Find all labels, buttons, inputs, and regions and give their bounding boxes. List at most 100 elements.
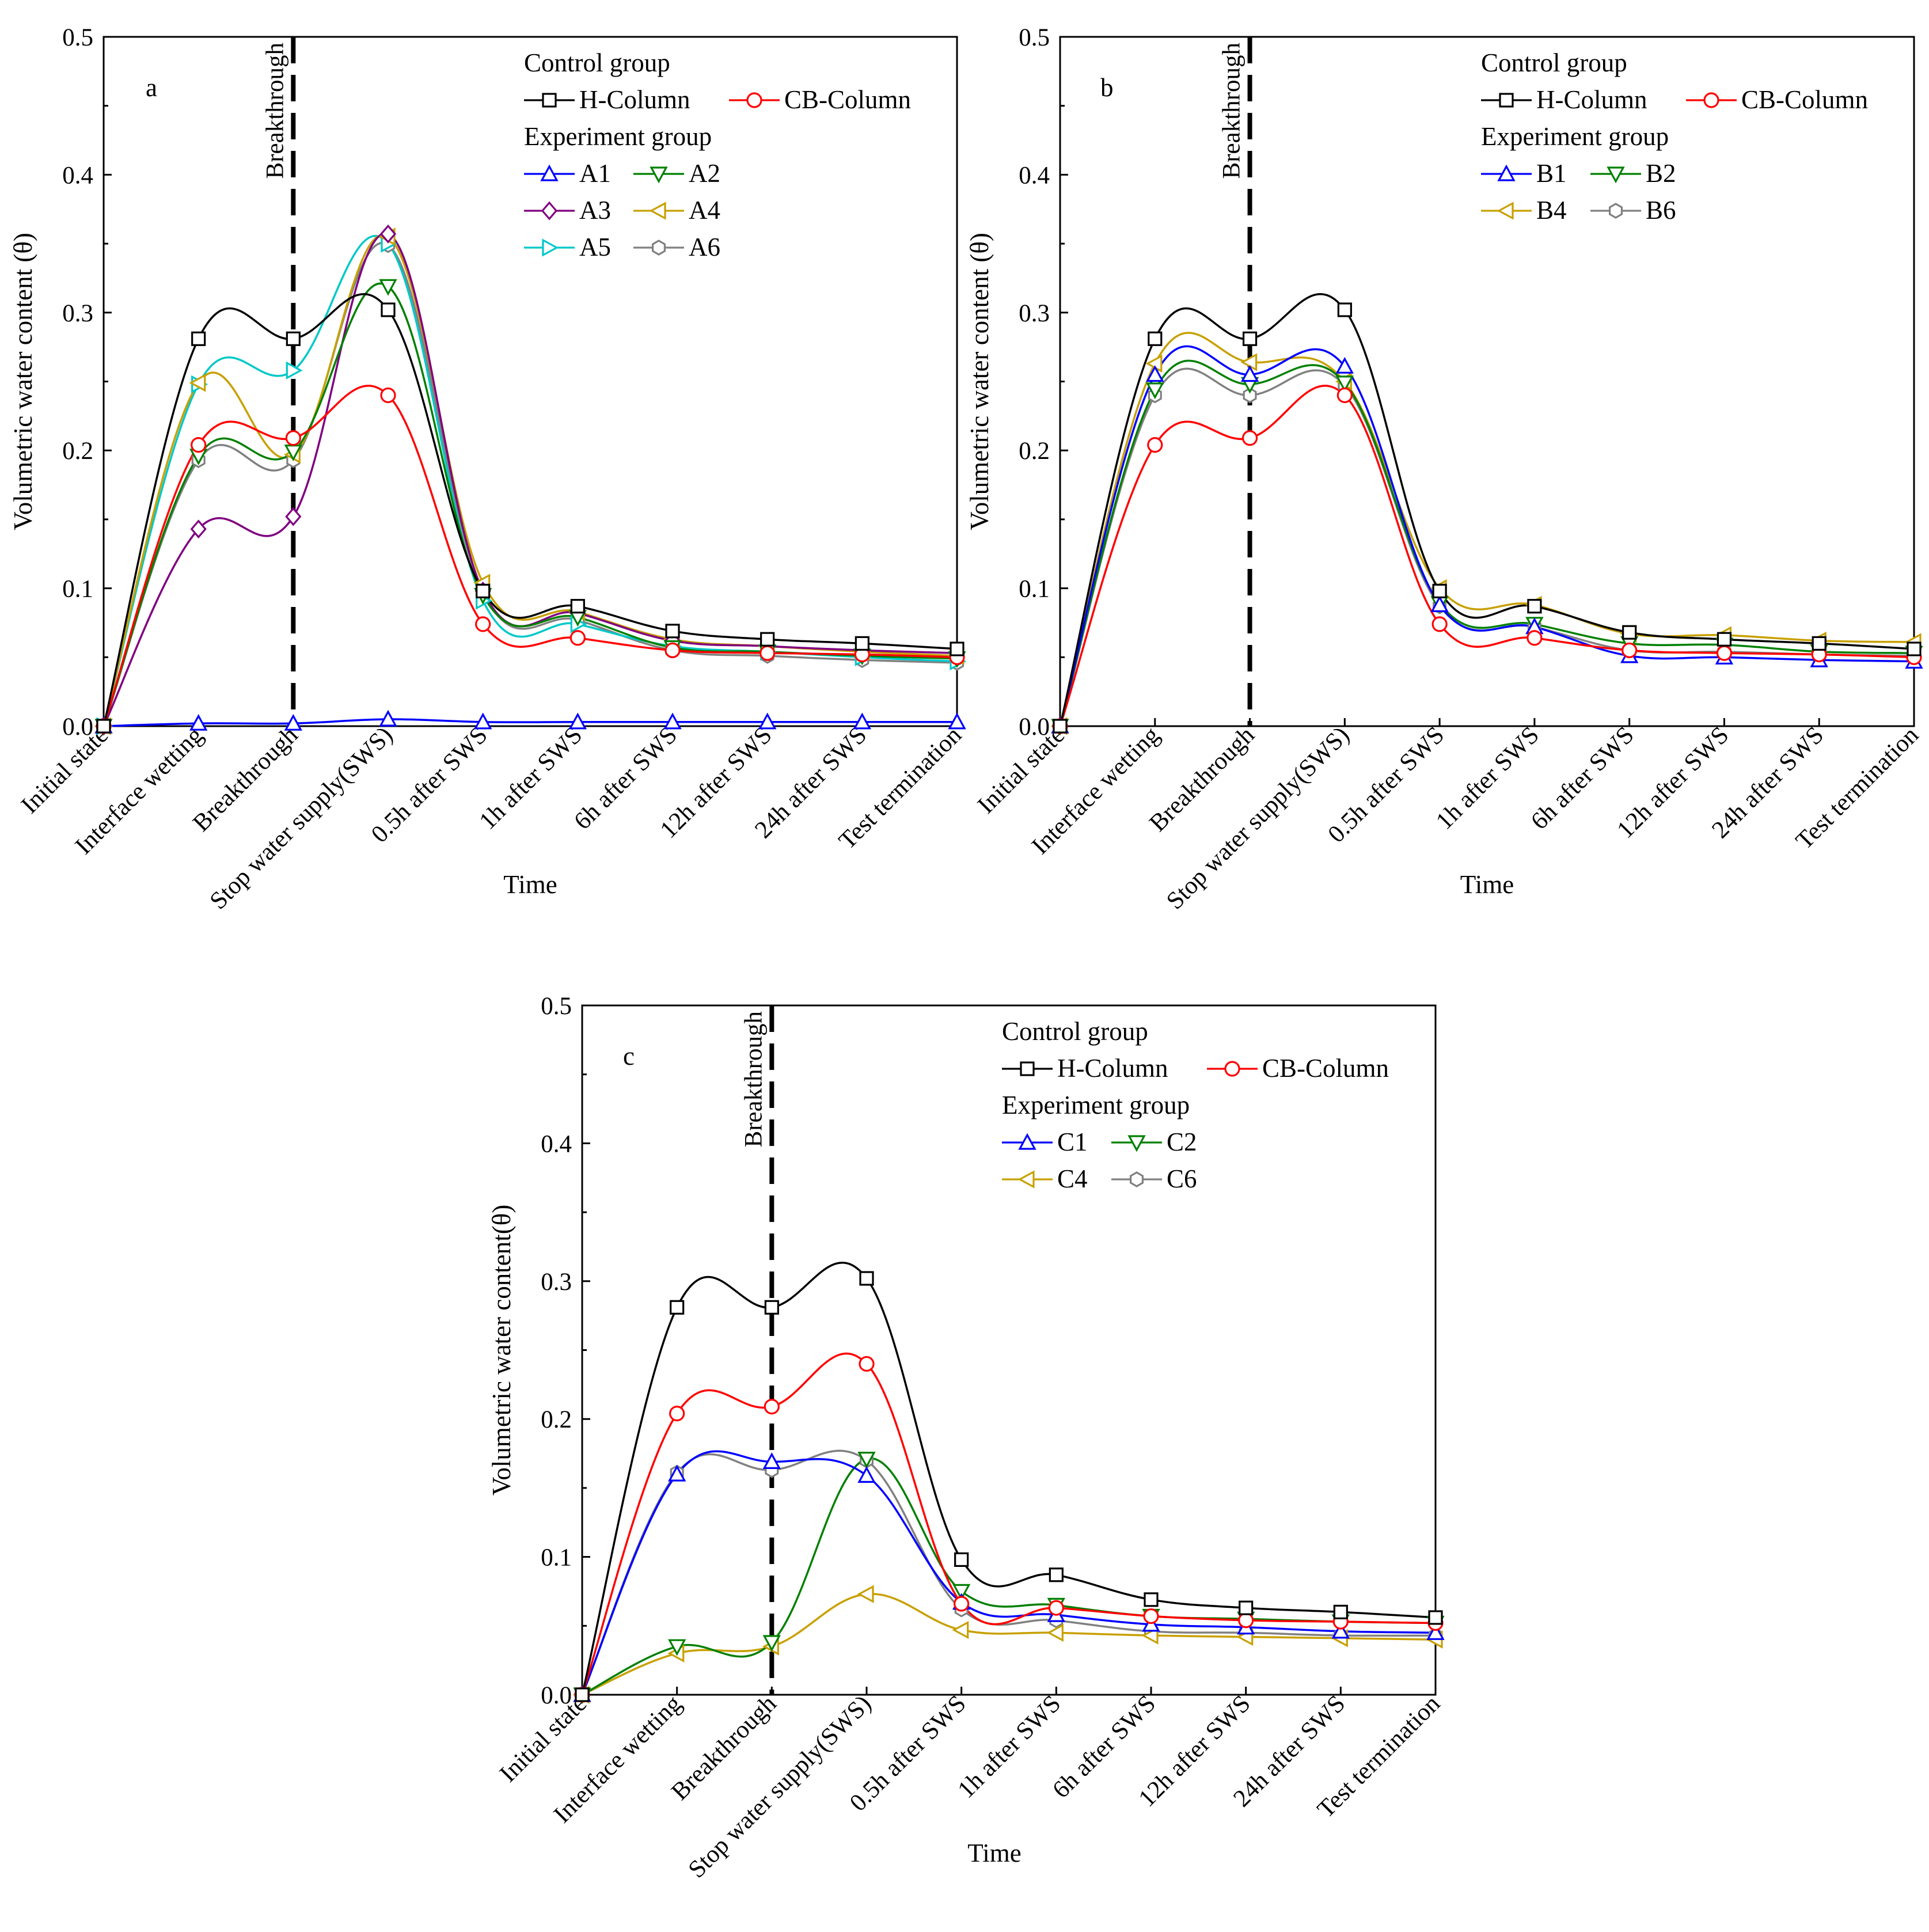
legend-marker (649, 202, 666, 220)
data-point-H-Column (1239, 1600, 1254, 1615)
data-point-H-Column (665, 624, 680, 639)
series-line-A2 (102, 282, 958, 727)
data-point-CB-Column (1048, 1600, 1064, 1616)
data-point-B1 (1146, 365, 1164, 382)
data-point-B2 (1335, 375, 1354, 393)
legend-label: H-Column (1057, 1054, 1168, 1083)
data-point-CB-Column (954, 1596, 970, 1612)
data-point-C1 (762, 1452, 781, 1469)
legend-label: C6 (1167, 1164, 1197, 1193)
legend-label: C1 (1057, 1128, 1088, 1156)
data-point-C1 (1331, 1622, 1350, 1639)
legend-label: CB-Column (1262, 1054, 1389, 1083)
series-line-CB-Column (1059, 385, 1915, 727)
data-point-A1 (189, 713, 208, 731)
legend-label: H-Column (579, 85, 690, 114)
data-point-H-Column (1148, 331, 1163, 346)
data-point-H-Column (760, 632, 775, 647)
data-point-C1 (1426, 1623, 1445, 1640)
legend-marker (1129, 1171, 1144, 1187)
legend-title-experiment: Experiment group (524, 122, 712, 151)
series-line-A3 (102, 232, 958, 727)
legend-marker (746, 92, 762, 108)
data-point-C2 (952, 1584, 971, 1601)
x-tick-label: Stop water supply(SWS) (204, 722, 398, 915)
legend-marker (1127, 1135, 1146, 1152)
data-point-B2 (1146, 382, 1164, 400)
data-point-H-Column (1333, 1604, 1348, 1619)
legend-marker (1499, 93, 1514, 108)
y-tick-label: 0.2 (1019, 438, 1050, 465)
data-point-CB-Column (1622, 642, 1638, 658)
data-point-H-Column (1144, 1592, 1159, 1607)
data-point-H-Column (570, 599, 585, 614)
data-point-B1 (1430, 595, 1449, 612)
data-point-A1 (284, 713, 302, 731)
data-point-C4 (1141, 1626, 1159, 1645)
data-point-H-Column (859, 1271, 874, 1286)
legend-marker (1497, 202, 1514, 220)
series-line-CB-Column (581, 1353, 1436, 1695)
data-point-H-Column (575, 1687, 590, 1702)
legend-label: A6 (689, 233, 720, 261)
series-line-C6 (581, 1449, 1436, 1695)
data-point-CB-Column (669, 1406, 685, 1422)
y-tick-label: 0.4 (62, 162, 93, 189)
legend-marker (1018, 1133, 1036, 1150)
data-point-H-Column (191, 331, 206, 346)
legend-label: C4 (1057, 1164, 1088, 1193)
legend-marker (542, 93, 557, 108)
data-point-A2 (379, 279, 397, 296)
legend-title-control: Control group (524, 48, 670, 77)
data-point-B4 (1240, 353, 1258, 371)
series-line-A1 (103, 718, 957, 727)
breakthrough-label: Breakthrough (740, 1011, 767, 1147)
legend-label: A4 (689, 196, 720, 225)
legend-marker (651, 240, 666, 256)
data-point-CB-Column (380, 387, 396, 404)
series-line-B4 (1059, 332, 1915, 727)
y-tick-label: 0.5 (541, 993, 572, 1020)
data-point-H-Column (1242, 331, 1258, 346)
data-point-CB-Column (664, 642, 681, 658)
data-point-A1 (474, 712, 492, 730)
x-axis-title: Time (967, 1839, 1021, 1868)
y-tick-label: 0.0 (1019, 713, 1050, 741)
y-tick-label: 0.5 (62, 24, 93, 51)
data-point-A3 (379, 224, 397, 244)
data-point-B1 (1240, 365, 1259, 382)
data-point-CB-Column (191, 437, 207, 453)
data-point-A3 (285, 507, 302, 526)
data-point-H-Column (670, 1300, 685, 1315)
y-tick-label: 0.0 (62, 713, 93, 741)
data-point-A1 (853, 712, 871, 730)
data-point-H-Column (476, 583, 491, 598)
data-point-CB-Column (285, 430, 301, 446)
data-point-A1 (663, 712, 682, 730)
series-line-C1 (581, 1450, 1436, 1695)
legend-marker (1497, 164, 1516, 181)
data-point-C4 (952, 1620, 969, 1639)
legend-label: CB-Column (1741, 85, 1868, 114)
data-point-C2 (668, 1639, 686, 1656)
data-point-H-Column (1049, 1567, 1064, 1582)
series-line-H-Column (1059, 293, 1915, 727)
data-point-B1 (1335, 356, 1354, 374)
panel-label: b (1100, 73, 1114, 102)
data-point-H-Column (1432, 583, 1447, 598)
x-axis-title: Time (503, 870, 557, 899)
legend-label: A5 (579, 233, 611, 261)
data-point-CB-Column (1147, 437, 1163, 453)
y-axis-title: Volumetric water content (θ) (965, 233, 994, 530)
data-point-H-Column (950, 642, 964, 656)
legend-marker (1020, 1061, 1035, 1076)
y-tick-label: 0.5 (1019, 24, 1050, 51)
series-line-C2 (582, 1457, 1436, 1696)
y-axis-title: Volumetric water content(θ) (487, 1205, 516, 1496)
y-tick-label: 0.3 (541, 1269, 572, 1296)
data-point-B6 (1243, 387, 1257, 404)
